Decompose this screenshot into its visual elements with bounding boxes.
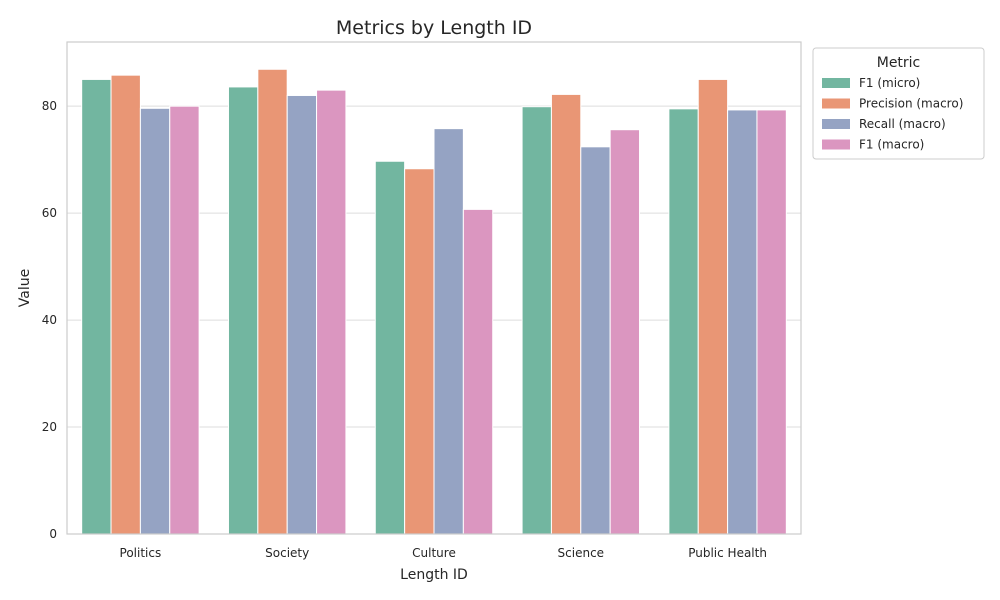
bar [139, 107, 171, 535]
y-tick-label: 60 [42, 206, 57, 220]
legend-label: F1 (macro) [859, 138, 924, 152]
legend-box [812, 47, 985, 160]
legend-label: Recall (macro) [859, 117, 946, 131]
bars [81, 68, 787, 535]
legend-swatch [822, 139, 850, 150]
bar [521, 106, 552, 535]
chart-title: Metrics by Length ID [336, 17, 532, 39]
y-axis-title: Value [17, 269, 33, 307]
bar [697, 78, 729, 535]
plot-frame [66, 41, 802, 535]
bar [580, 146, 611, 535]
x-tick-label: Politics [120, 546, 162, 560]
bar [316, 89, 347, 535]
legend-label: Precision (macro) [859, 97, 963, 111]
bar [404, 168, 435, 535]
x-tick-labels: Politics Society Culture Science Public Heal… [120, 546, 767, 560]
x-tick-label: Society [265, 546, 309, 560]
x-tick-label: Culture [412, 546, 456, 560]
x-tick-label: Science [558, 546, 605, 560]
bar [286, 94, 318, 535]
bar [727, 109, 758, 535]
y-tick-label: 40 [42, 313, 57, 327]
y-tick-label: 80 [42, 99, 57, 113]
bar [756, 109, 787, 535]
bar [110, 74, 141, 535]
legend-title: Metric [877, 55, 921, 71]
bar [227, 86, 259, 535]
x-tick-label: Public Health [688, 546, 767, 560]
legend-swatch [822, 78, 850, 88]
bar [374, 160, 406, 535]
bar [462, 208, 494, 535]
legend-label: F1 (micro) [859, 76, 920, 90]
bar [668, 108, 699, 535]
bar [257, 68, 288, 535]
y-tick-labels: 0 20 40 60 80 [42, 99, 57, 541]
legend: Metric F1 (micro) Precision (macro) Recall… [812, 47, 985, 160]
legend-items: F1 (micro) Precision (macro) Recall (macro… [822, 76, 963, 152]
y-tick-label: 20 [42, 420, 57, 434]
bar [433, 128, 464, 535]
y-tick-label: 0 [49, 527, 57, 541]
bar [550, 93, 582, 535]
x-axis-title: Length ID [400, 567, 468, 583]
legend-swatch [822, 119, 850, 129]
legend-swatch [822, 98, 850, 109]
bar [169, 105, 200, 535]
bar [609, 129, 641, 535]
bar [81, 78, 112, 535]
